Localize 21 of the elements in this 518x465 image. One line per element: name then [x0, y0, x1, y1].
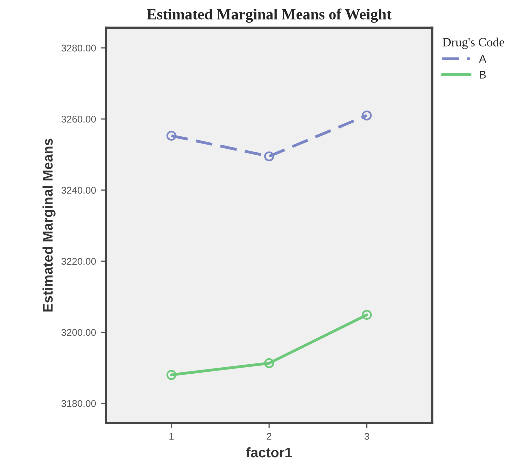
y-tick-label: 3180.00 — [62, 400, 96, 408]
y-tick-label: 3200.00 — [62, 329, 96, 336]
y-tick-label: 3220.00 — [62, 258, 96, 266]
legend-title: Drug's Code — [442, 38, 504, 50]
x-tick-label: 3 — [364, 433, 370, 440]
x-tick-label: 1 — [170, 433, 174, 440]
y-tick-label: 3260.00 — [62, 116, 96, 123]
y-tick-label: 3240.00 — [62, 187, 96, 194]
legend-label: B — [480, 71, 486, 79]
y-tick-label: 3280.00 — [62, 44, 96, 52]
point — [264, 358, 274, 368]
chart-title: Estimated Marginal Means of Weight — [147, 8, 392, 23]
point — [166, 370, 177, 380]
point — [362, 110, 372, 121]
legend-label: A — [479, 55, 487, 63]
y-axis-title: Estimated Marginal Means — [42, 138, 56, 312]
point — [362, 310, 372, 320]
point — [166, 130, 177, 141]
point — [264, 152, 274, 162]
x-tick-label: 2 — [267, 433, 272, 440]
x-axis-title: factor1 — [246, 447, 292, 458]
